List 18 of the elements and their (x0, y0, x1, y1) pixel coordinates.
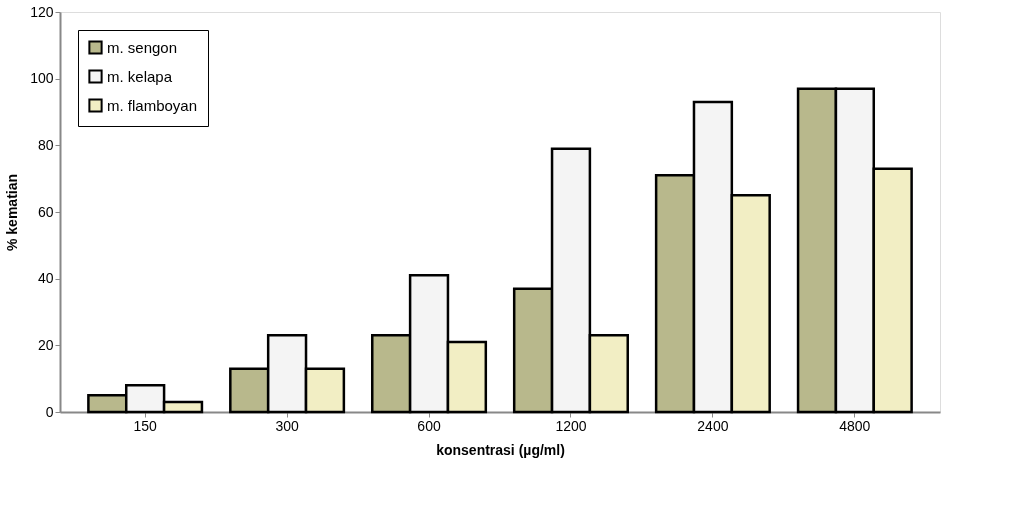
y-tick-label: 80 (37, 136, 54, 153)
x-tick-label: 1200 (555, 417, 587, 434)
x-axis-title: konsentrasi (µg/ml) (436, 441, 565, 458)
legend-label: m. kelapa (107, 67, 173, 85)
x-tick-label: 2400 (697, 417, 729, 434)
legend-label: m. flamboyan (107, 96, 198, 114)
y-tick-label: 100 (30, 70, 54, 87)
y-tick-label: 120 (30, 3, 54, 20)
x-tick-label: 600 (417, 417, 441, 434)
x-tick-label: 4800 (839, 417, 871, 434)
x-tick-label: 300 (275, 417, 299, 434)
legend-label: m. sengon (107, 38, 178, 56)
y-tick-label: 20 (37, 336, 54, 353)
y-tick-label: 60 (37, 203, 54, 220)
y-tick-label: 0 (45, 403, 54, 420)
y-axis-title: % kematian (4, 173, 21, 252)
y-tick-label: 40 (37, 270, 54, 287)
x-tick-label: 150 (133, 417, 158, 434)
